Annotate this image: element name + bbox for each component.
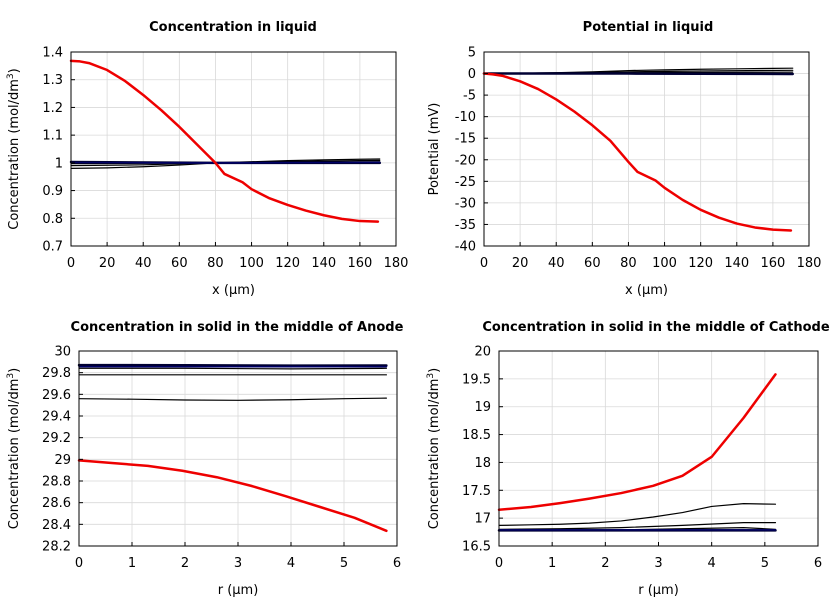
series-line-final	[482, 72, 793, 232]
y-tick-label: 28.6	[42, 496, 71, 511]
y-tick-label: 1.3	[42, 73, 63, 88]
y-tick-label: -30	[455, 196, 476, 211]
x-tick-label: 180	[384, 256, 409, 271]
plot-frame	[483, 51, 810, 247]
x-tick-label: 2	[181, 556, 189, 571]
y-tick-label: -35	[455, 218, 476, 233]
x-tick-label: 80	[207, 256, 224, 271]
y-tick-label: 29.6	[42, 388, 71, 403]
series-line-final	[77, 459, 388, 533]
y-tick-label: 0.8	[42, 212, 63, 227]
y-tick-label: -10	[455, 110, 476, 125]
x-tick-label: 5	[761, 556, 769, 571]
y-tick-label: 18	[474, 456, 491, 471]
x-tick-label: 6	[393, 556, 401, 571]
series-line-t3	[78, 367, 387, 370]
chart-title: Potential in liquid	[583, 20, 714, 35]
y-tick-label: 0.9	[42, 184, 63, 199]
x-tick-label: 180	[797, 256, 822, 271]
y-tick-label: 28.8	[42, 475, 71, 490]
series-line-final	[497, 373, 777, 512]
x-tick-label: 160	[760, 256, 785, 271]
x-tick-label: 60	[584, 256, 601, 271]
y-tick-label: 0	[468, 67, 476, 82]
y-tick-label: 20	[474, 345, 491, 360]
y-tick-label: 19.5	[462, 372, 491, 387]
y-axis-label: Concentration (mol/dm3)	[6, 368, 22, 530]
x-tick-label: 60	[171, 256, 188, 271]
y-tick-label: 28.2	[42, 540, 71, 555]
chart-1: 0 20 40 60 80 100 120 140 160 180 0.7 0.8 0.9 1 1.1 1.2…	[6, 20, 408, 298]
x-axis-label: r (µm)	[638, 583, 679, 598]
chart-title: Concentration in solid in the middle of …	[482, 320, 830, 335]
chart-4: 0 1 2 3 4 5 6 16.5 17 17.5 18 18.5 19 19.5 20 Concentra…	[426, 320, 830, 598]
x-tick-label: 1	[548, 556, 556, 571]
y-tick-label: 1.1	[42, 129, 63, 144]
x-tick-label: 20	[99, 256, 116, 271]
y-tick-label: -40	[455, 240, 476, 255]
series-line-t1	[78, 397, 387, 401]
y-tick-label: 19	[474, 400, 491, 415]
y-tick-label: 18.5	[462, 428, 491, 443]
y-tick-label: -25	[455, 175, 476, 190]
y-axis-label: Potential (mV)	[427, 103, 442, 196]
x-tick-label: 0	[67, 256, 75, 271]
y-tick-label: 29.4	[42, 410, 71, 425]
x-tick-label: 0	[75, 556, 83, 571]
series-line-t4	[77, 363, 388, 367]
y-tick-label: 30	[54, 345, 71, 360]
x-tick-label: 5	[340, 556, 348, 571]
x-tick-label: 40	[548, 256, 565, 271]
chart-title: Concentration in liquid	[149, 20, 317, 35]
chart-2: 0 20 40 60 80 100 120 140 160 180 -40 -35 -30 -25 -20 -…	[427, 20, 821, 298]
x-axis-label: x (µm)	[625, 283, 668, 298]
x-tick-label: 3	[234, 556, 242, 571]
plot-frame	[70, 51, 397, 247]
y-axis-label: Concentration (mol/dm3)	[6, 68, 22, 230]
x-tick-label: 1	[128, 556, 136, 571]
y-tick-label: 29	[54, 453, 71, 468]
x-tick-label: 120	[275, 256, 300, 271]
y-tick-label: 1	[55, 156, 63, 171]
x-tick-label: 4	[287, 556, 295, 571]
y-tick-label: -20	[455, 153, 476, 168]
y-tick-label: 1.4	[42, 46, 63, 61]
y-tick-label: 28.4	[42, 518, 71, 533]
y-tick-label: 5	[468, 46, 476, 61]
y-tick-label: -15	[455, 132, 476, 147]
series-line-t5	[70, 161, 381, 164]
x-tick-label: 4	[708, 556, 716, 571]
x-tick-label: 0	[480, 256, 488, 271]
series-line-t1	[498, 503, 777, 526]
x-tick-label: 140	[724, 256, 749, 271]
y-tick-label: -5	[463, 89, 476, 104]
x-tick-label: 100	[652, 256, 677, 271]
x-axis-label: x (µm)	[212, 283, 255, 298]
y-tick-label: 29.8	[42, 366, 71, 381]
x-tick-label: 6	[814, 556, 822, 571]
series-line-t2	[498, 521, 777, 530]
x-tick-label: 80	[620, 256, 637, 271]
y-tick-label: 29.2	[42, 431, 71, 446]
chart-title: Concentration in solid in the middle of …	[71, 320, 404, 335]
x-tick-label: 140	[311, 256, 336, 271]
x-tick-label: 160	[347, 256, 372, 271]
y-axis-label: Concentration (mol/dm3)	[426, 368, 442, 530]
series-line-final	[69, 59, 380, 223]
y-tick-label: 16.5	[462, 540, 491, 555]
y-tick-label: 0.7	[42, 240, 63, 255]
y-tick-label: 17	[474, 512, 491, 527]
y-tick-label: 1.2	[42, 101, 63, 116]
x-tick-label: 120	[688, 256, 713, 271]
x-axis-label: r (µm)	[218, 583, 259, 598]
x-tick-label: 2	[601, 556, 609, 571]
x-tick-label: 0	[495, 556, 503, 571]
x-tick-label: 3	[654, 556, 662, 571]
chart-3: 0 1 2 3 4 5 6 28.2 28.4 28.6 28.8 29 29.2 29.4 29.6 29.…	[6, 320, 404, 598]
y-tick-label: 17.5	[462, 484, 491, 499]
x-tick-label: 20	[512, 256, 529, 271]
x-tick-label: 40	[135, 256, 152, 271]
x-tick-label: 100	[239, 256, 264, 271]
